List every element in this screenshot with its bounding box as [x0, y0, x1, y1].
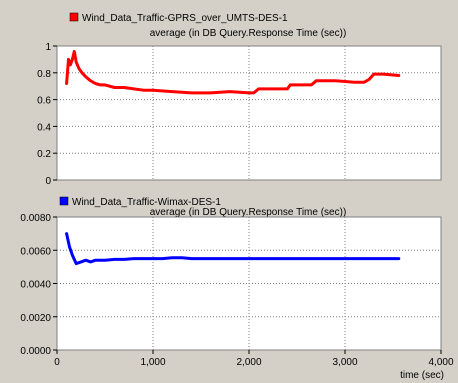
legend-label-2: Wind_Data_Traffic-Wimax-DES-1: [72, 197, 221, 208]
y-tick-label: 0.0080: [20, 213, 51, 224]
y-axis-1: 0 0.2 0.4 0.6 0.8 1: [37, 42, 57, 187]
legend-swatch-2: [59, 196, 69, 206]
grid-1: [57, 46, 441, 180]
legend-swatch-1: [69, 12, 79, 22]
x-axis-label: time (sec): [400, 370, 444, 381]
y-tick-label: 0.0040: [20, 280, 51, 291]
x-tick-label: 1,000: [140, 357, 165, 368]
series-line-1: [65, 49, 401, 95]
x-tick-label: 0: [54, 357, 60, 368]
x-tick-label: 2,000: [236, 357, 261, 368]
x-tick-label: 4,000: [428, 357, 453, 368]
chart-subtitle-2: average (in DB Query.Response Time (sec)…: [150, 207, 347, 218]
y-tick-label: 0.0000: [20, 346, 51, 357]
y-tick-label: 1: [45, 42, 51, 53]
legend-label-1: Wind_Data_Traffic-GPRS_over_UMTS-DES-1: [82, 13, 288, 24]
x-tick-label: 3,000: [332, 357, 357, 368]
y-tick-label: 0.8: [37, 69, 51, 80]
y-tick-label: 0.0060: [20, 246, 51, 257]
y-tick-label: 0.6: [37, 96, 51, 107]
y-axis-2: 0.0000 0.0020 0.0040 0.0060 0.0080: [20, 213, 57, 357]
grid-2: [57, 217, 441, 350]
series-line-2: [65, 232, 401, 266]
y-tick-label: 0.0020: [20, 313, 51, 324]
x-axis: 0 1,000 2,000 3,000 4,000: [54, 350, 454, 368]
y-tick-label: 0: [45, 176, 51, 187]
panel-1: Wind_Data_Traffic-GPRS_over_UMTS-DES-1 a…: [37, 12, 442, 187]
panel-2: Wind_Data_Traffic-Wimax-DES-1 average (i…: [20, 196, 442, 357]
y-tick-label: 0.2: [37, 149, 51, 160]
y-tick-label: 0.4: [37, 122, 51, 133]
chart-subtitle-1: average (in DB Query.Response Time (sec)…: [150, 28, 347, 39]
